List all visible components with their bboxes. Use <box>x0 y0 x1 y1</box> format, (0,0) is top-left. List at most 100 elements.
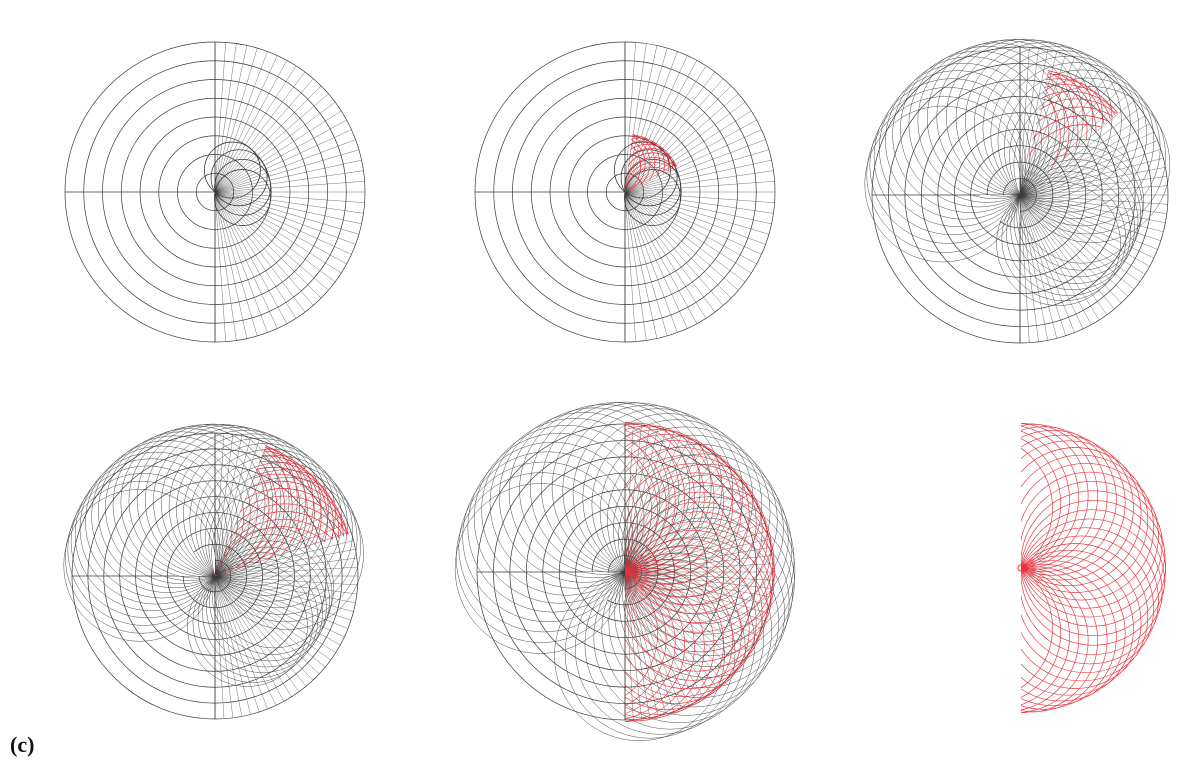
radial-spoke <box>214 139 356 193</box>
red-lattice-circle <box>215 445 301 576</box>
rolling-circle <box>900 50 1057 208</box>
radial-spoke <box>624 191 757 265</box>
radial-spoke <box>214 465 307 577</box>
radial-spoke <box>214 110 342 193</box>
red-lattice-circle <box>625 425 724 577</box>
radial-spoke <box>1019 158 1164 196</box>
red-lattice-circle <box>215 503 349 576</box>
radial-spoke <box>214 191 364 214</box>
red-lattice-circle <box>1020 90 1118 195</box>
rolling-circle <box>91 440 244 593</box>
red-lattice-circle <box>215 445 308 576</box>
radial-spoke <box>1019 194 1166 223</box>
radial-spoke <box>624 191 688 329</box>
radial-spoke <box>214 191 356 245</box>
red-lattice-circle <box>625 567 724 719</box>
radial-spoke <box>624 563 773 573</box>
rolling-circle <box>213 527 335 649</box>
rolling-circle <box>197 557 319 679</box>
rolling-circle <box>65 481 218 634</box>
radial-spoke <box>214 191 365 203</box>
rolling-circle <box>458 461 629 633</box>
red-lattice-circle <box>1021 555 1134 702</box>
red-lattice-circle <box>1021 560 1126 707</box>
red-lattice-circle <box>625 571 695 722</box>
radial-spoke <box>624 424 642 573</box>
red-lattice-circle <box>1021 423 1108 570</box>
radial-spoke <box>624 191 678 333</box>
radial-spoke <box>624 43 647 193</box>
radial-spoke <box>214 149 359 193</box>
red-lattice-circle <box>1020 124 1118 195</box>
red-lattice-circle <box>625 538 763 690</box>
rolling-circle <box>621 463 793 635</box>
radial-spoke <box>214 575 300 692</box>
radial-spoke <box>624 170 774 193</box>
radial-spoke <box>624 191 766 245</box>
radial-spoke <box>1019 194 1092 325</box>
radial-spoke <box>214 42 226 193</box>
radial-spoke <box>214 159 362 193</box>
red-lattice-circle <box>215 467 344 576</box>
radial-spoke <box>214 433 225 577</box>
red-lattice-circle <box>215 455 334 576</box>
red-lattice-circle <box>1021 555 1053 701</box>
radial-spoke <box>214 170 364 193</box>
rolling-circle <box>982 50 1140 207</box>
panel-step-1 <box>64 41 366 343</box>
red-lattice-circle <box>1021 430 1062 577</box>
red-lattice-circle <box>1021 434 1134 581</box>
red-lattice-circle <box>1021 567 1089 713</box>
radial-spoke <box>624 78 724 193</box>
rolling-circle <box>869 87 1027 244</box>
radial-spoke <box>624 515 762 573</box>
radial-spoke <box>1019 194 1066 336</box>
radial-spoke <box>624 467 730 573</box>
radial-spoke <box>624 129 762 193</box>
red-lattice-circle <box>1020 70 1088 195</box>
rolling-circle <box>926 40 1084 197</box>
radial-spoke <box>1019 194 1164 232</box>
rolling-circle <box>74 458 228 611</box>
red-lattice-circle <box>215 526 349 576</box>
red-lattice-circle <box>625 454 763 606</box>
radial-spoke <box>214 575 326 668</box>
rolling-circle <box>614 527 785 698</box>
rolling-circle <box>211 477 364 630</box>
rolling-circle <box>1010 165 1135 291</box>
rolling-circle <box>990 55 1148 213</box>
red-lattice-circle <box>625 447 757 598</box>
radial-spoke <box>624 486 746 573</box>
rolling-circle <box>211 534 333 655</box>
red-lattice-circle <box>625 134 651 192</box>
radial-spoke <box>624 426 650 573</box>
radial-spoke <box>1019 47 1030 196</box>
radial-spoke <box>624 65 707 193</box>
rolling-circle <box>1013 159 1139 284</box>
red-lattice-circle <box>215 445 293 576</box>
red-lattice-circle <box>215 488 349 576</box>
radial-spoke <box>624 191 732 299</box>
radial-spoke <box>1019 194 1122 304</box>
red-lattice-circle <box>625 137 670 192</box>
red-lattice-circle <box>625 564 734 715</box>
radial-spoke <box>214 575 314 681</box>
radial-spoke <box>624 191 775 203</box>
rolling-circle <box>454 483 626 654</box>
red-lattice-circle <box>625 423 715 574</box>
radial-spoke <box>1019 49 1048 196</box>
red-lattice-circle <box>1021 471 1163 618</box>
red-lattice-circle <box>625 423 686 574</box>
red-lattice-circle <box>625 434 742 585</box>
red-lattice-circle <box>625 491 775 643</box>
red-lattice-circle <box>625 134 656 192</box>
radial-spoke <box>624 522 765 573</box>
red-lattice-circle <box>1021 549 1142 696</box>
rolling-circle <box>79 451 233 605</box>
radial-spoke <box>1019 107 1140 196</box>
radial-spoke <box>214 191 362 225</box>
red-lattice-circle <box>625 135 665 192</box>
rolling-circle <box>214 158 272 216</box>
radial-spoke <box>214 575 354 612</box>
rolling-circle <box>1003 69 1161 227</box>
